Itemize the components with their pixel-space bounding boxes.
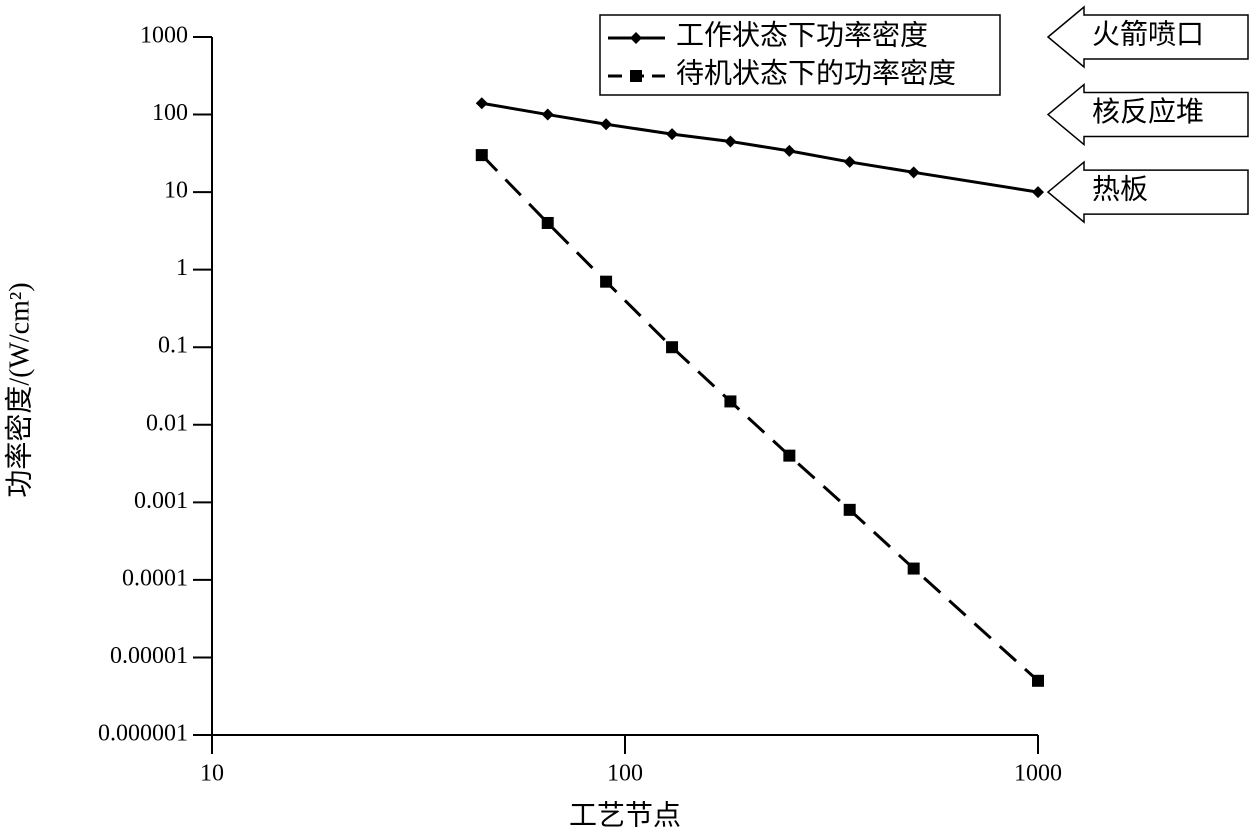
point xyxy=(1032,186,1044,199)
legend-box xyxy=(599,14,1001,96)
annotation-arrow xyxy=(1046,5,1249,69)
y-tick-label: 0.00001 xyxy=(110,643,188,669)
x-tick-label: 100 xyxy=(607,761,643,787)
y-tick-label: 0.001 xyxy=(134,488,188,514)
legend-label: 待机状态下的功率密度 xyxy=(676,57,956,89)
point xyxy=(1032,674,1044,687)
y-axis-label: 功率密度/(W/cm²) xyxy=(3,282,35,497)
point xyxy=(600,118,613,131)
y-tick-label: 0.000001 xyxy=(98,721,188,747)
point xyxy=(541,108,554,121)
point xyxy=(843,155,856,168)
point xyxy=(475,97,488,110)
annotation-label: 火箭喷口 xyxy=(1092,18,1204,50)
point xyxy=(541,216,554,229)
annotation-arrow xyxy=(1046,160,1249,224)
legend-label: 工作状态下功率密度 xyxy=(676,19,928,51)
y-tick-label: 0.01 xyxy=(146,410,188,436)
point xyxy=(907,562,920,575)
point xyxy=(724,135,737,148)
y-tick-label: 100 xyxy=(152,100,188,126)
annotation-label: 热板 xyxy=(1092,174,1148,206)
y-tick-label: 0.1 xyxy=(158,333,188,359)
y-tick-label: 1000 xyxy=(140,23,188,49)
annotation-arrow xyxy=(1046,82,1249,147)
series-line xyxy=(481,101,1039,194)
x-tick-label: 1000 xyxy=(1014,761,1062,787)
y-tick-label: 1 xyxy=(176,255,188,281)
point xyxy=(475,149,488,162)
annotation-label: 核反应堆 xyxy=(1092,96,1204,128)
series-line xyxy=(480,154,1040,682)
point xyxy=(600,275,613,288)
point xyxy=(724,395,737,408)
point xyxy=(666,128,679,141)
legend-marker xyxy=(630,32,642,44)
point xyxy=(783,449,796,462)
point xyxy=(843,503,856,516)
y-tick-label: 10 xyxy=(164,178,188,204)
point xyxy=(666,341,679,354)
x-axis-label: 工艺节点 xyxy=(569,799,681,831)
x-tick-label: 10 xyxy=(200,761,224,787)
point xyxy=(907,166,920,179)
y-tick-label: 0.0001 xyxy=(122,565,188,591)
legend-marker xyxy=(630,70,642,82)
point xyxy=(783,144,796,157)
